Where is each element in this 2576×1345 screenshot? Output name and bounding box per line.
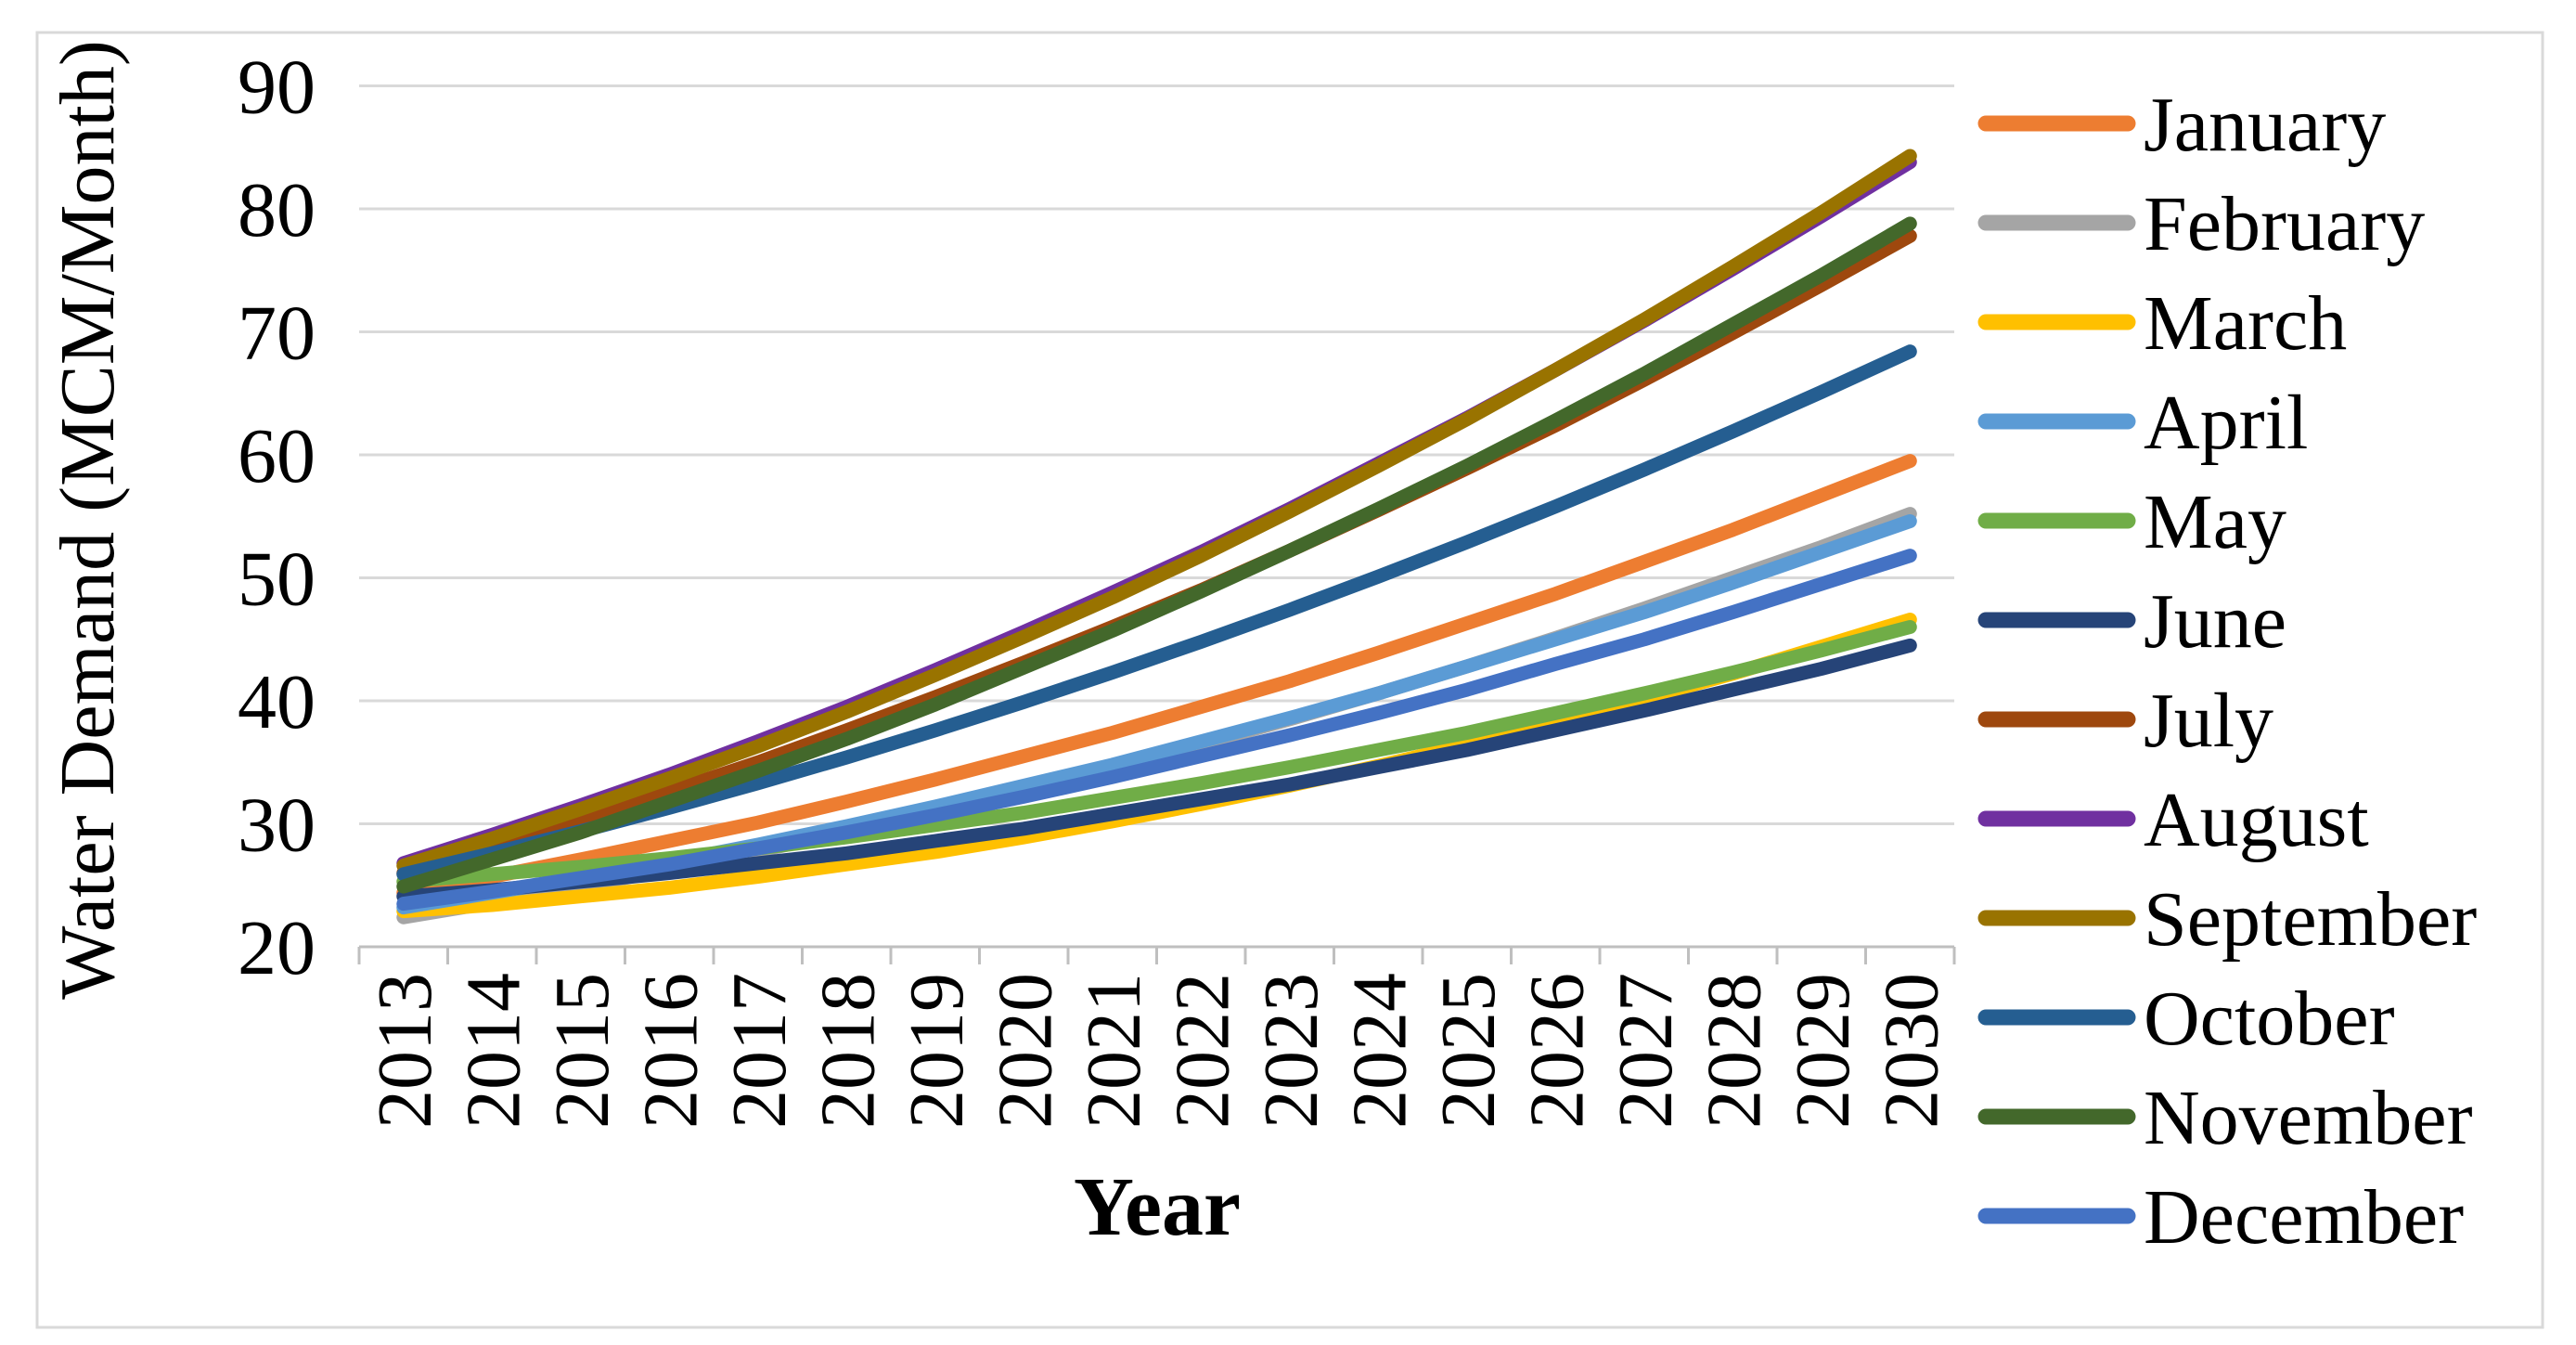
- x-tick-label-2015: 2015: [539, 973, 625, 1129]
- legend-label-december: December: [2144, 1174, 2464, 1261]
- x-tick-label-2013: 2013: [362, 973, 448, 1129]
- x-tick-label-2025: 2025: [1425, 973, 1512, 1129]
- y-tick-label-60: 60: [238, 413, 316, 499]
- legend-item-february: February: [1977, 181, 2425, 267]
- legend-label-april: April: [2144, 380, 2308, 466]
- legend-item-october: October: [1977, 976, 2395, 1062]
- x-tick-label-2014: 2014: [450, 973, 536, 1129]
- legend-item-may: May: [1977, 479, 2286, 565]
- x-tick-label-2018: 2018: [805, 973, 891, 1129]
- legend-item-september: September: [1977, 876, 2477, 963]
- y-axis-title: Water Demand (MCM/Month): [45, 40, 131, 1000]
- x-axis-title: Year: [1074, 1161, 1241, 1253]
- legend-item-november: November: [1977, 1075, 2473, 1161]
- y-tick-label-70: 70: [238, 291, 316, 377]
- x-tick-label-2017: 2017: [716, 973, 803, 1129]
- x-tick-label-2021: 2021: [1071, 973, 1157, 1129]
- legend-label-may: May: [2144, 479, 2286, 565]
- legend-label-november: November: [2144, 1075, 2473, 1161]
- y-tick-label-30: 30: [238, 782, 316, 869]
- x-tick-label-2024: 2024: [1336, 973, 1423, 1129]
- x-tick-label-2027: 2027: [1603, 973, 1689, 1129]
- x-tick-label-2016: 2016: [627, 973, 714, 1129]
- legend-item-april: April: [1977, 380, 2308, 466]
- figure-border: [35, 31, 2544, 1329]
- legend-label-july: July: [2144, 678, 2273, 764]
- legend-label-january: January: [2144, 82, 2386, 168]
- legend-label-june: June: [2144, 578, 2286, 665]
- y-tick-label-80: 80: [238, 167, 316, 253]
- legend-label-march: March: [2144, 280, 2347, 367]
- legend-label-october: October: [2144, 976, 2395, 1062]
- legend-item-august: August: [1977, 777, 2369, 863]
- y-tick-label-40: 40: [238, 659, 316, 745]
- legend-label-august: August: [2144, 777, 2369, 863]
- x-tick-label-2022: 2022: [1159, 973, 1245, 1129]
- y-tick-label-50: 50: [238, 537, 316, 623]
- x-tick-label-2029: 2029: [1780, 973, 1866, 1129]
- x-tick-label-2026: 2026: [1513, 973, 1600, 1129]
- series-line-december: [396, 549, 1917, 912]
- series-line-june: [396, 638, 1917, 904]
- y-tick-label-90: 90: [238, 45, 316, 131]
- series-line-november: [396, 216, 1917, 894]
- legend-item-july: July: [1977, 678, 2273, 764]
- series-line-september: [396, 149, 1917, 873]
- legend-item-january: January: [1977, 82, 2386, 168]
- x-tick-label-2019: 2019: [894, 973, 980, 1129]
- x-tick-label-2020: 2020: [982, 973, 1068, 1129]
- legend-item-december: December: [1977, 1174, 2464, 1261]
- legend-label-february: February: [2144, 181, 2425, 267]
- y-tick-label-20: 20: [238, 905, 316, 991]
- x-tick-label-2028: 2028: [1691, 973, 1777, 1129]
- x-tick-label-2023: 2023: [1248, 973, 1334, 1129]
- legend-item-june: June: [1977, 578, 2286, 665]
- legend-item-march: March: [1977, 280, 2347, 367]
- series-line-january: [396, 454, 1917, 900]
- legend-label-september: September: [2144, 876, 2477, 963]
- x-tick-label-2030: 2030: [1868, 973, 1954, 1129]
